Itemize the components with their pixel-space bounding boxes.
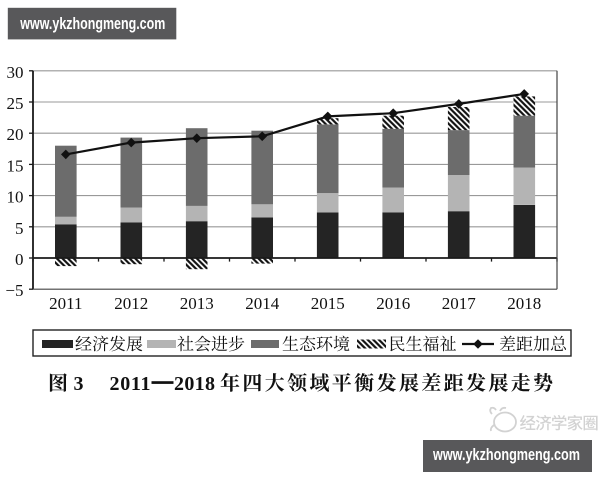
svg-text:20: 20 [7,125,24,144]
svg-text:0: 0 [15,250,24,269]
svg-text:2011: 2011 [110,373,151,395]
svg-text:www.ykzhongmeng.com: www.ykzhongmeng.com [20,15,166,33]
svg-text:2014: 2014 [245,294,280,313]
svg-text:2013: 2013 [180,294,214,313]
svg-text:30: 30 [7,63,24,82]
svg-text:2018: 2018 [507,294,541,313]
svg-text:2017: 2017 [442,294,477,313]
svg-text:2016: 2016 [376,294,410,313]
svg-text:−5: −5 [5,281,23,300]
svg-text:2018: 2018 [174,373,215,395]
svg-text:10: 10 [7,188,24,207]
svg-text:2011: 2011 [49,294,82,313]
svg-text:5: 5 [15,219,24,238]
svg-text:2015: 2015 [311,294,345,313]
svg-text:2012: 2012 [114,294,148,313]
svg-text:15: 15 [7,156,24,175]
svg-text:25: 25 [7,94,24,113]
svg-text:www.ykzhongmeng.com: www.ykzhongmeng.com [432,445,580,464]
svg-text:3: 3 [74,373,84,395]
